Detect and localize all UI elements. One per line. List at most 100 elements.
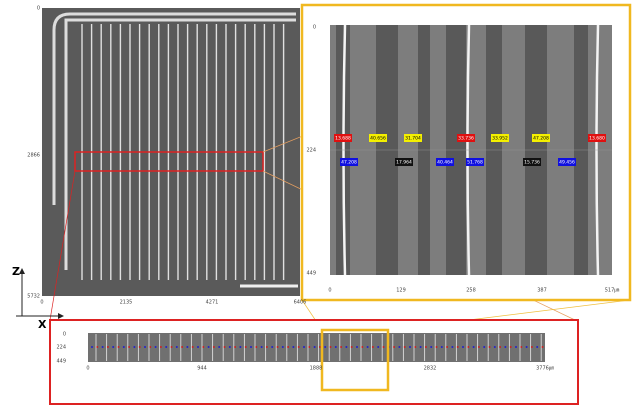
- measure-dot: [467, 346, 469, 348]
- measure-dot: [303, 346, 305, 348]
- measure-dot: [409, 346, 411, 348]
- measure-dot: [526, 346, 528, 348]
- measure-dot: [250, 346, 252, 348]
- page: {"overview": {"y_ticks": ["0", "2866", "…: [0, 0, 633, 407]
- measure-label: 40.656: [370, 136, 386, 142]
- measure-dot: [213, 346, 215, 348]
- measure-dot: [446, 346, 448, 348]
- measure-dot: [377, 346, 379, 348]
- measure-dot: [383, 346, 385, 348]
- measure-dot: [96, 346, 98, 348]
- measure-label: 31.704: [405, 136, 421, 142]
- measure-dot: [181, 346, 183, 348]
- measure-label: 13.680: [589, 136, 605, 142]
- measure-dot: [282, 346, 284, 348]
- x-tick-label: 0: [40, 300, 43, 306]
- measure-dot: [287, 346, 289, 348]
- measure-dot: [515, 346, 517, 348]
- measure-dot: [356, 346, 358, 348]
- measure-dot: [367, 346, 369, 348]
- measure-dot: [160, 346, 162, 348]
- measure-dot: [234, 346, 236, 348]
- measure-dot: [112, 346, 114, 348]
- measure-dot: [398, 346, 400, 348]
- measure-label: 47.208: [341, 160, 357, 166]
- measure-dot: [542, 346, 544, 348]
- y-tick-label: 0: [63, 332, 66, 338]
- measure-dot: [239, 346, 241, 348]
- x-tick-label: 258: [466, 288, 476, 294]
- measure-dot: [457, 346, 459, 348]
- measure-label: 47.208: [533, 136, 549, 142]
- x-tick-label: 3776㎛: [536, 366, 554, 372]
- measure-dot: [197, 346, 199, 348]
- measure-dot: [494, 346, 496, 348]
- measure-dot: [155, 346, 157, 348]
- measure-dot: [536, 346, 538, 348]
- measure-dot: [345, 346, 347, 348]
- measure-dot: [91, 346, 93, 348]
- measure-dot: [351, 346, 353, 348]
- y-tick-label: 5732: [27, 294, 40, 300]
- y-tick-label: 0: [37, 6, 40, 12]
- measure-dot: [133, 346, 135, 348]
- x-tick-label: 387: [537, 288, 547, 294]
- measure-dot: [208, 346, 210, 348]
- x-tick-label: 517㎛: [605, 288, 620, 294]
- measure-dot: [436, 346, 438, 348]
- measure-dot: [335, 346, 337, 348]
- measure-dot: [451, 346, 453, 348]
- measure-label: 33.736: [458, 136, 474, 142]
- measure-dot: [118, 346, 120, 348]
- measure-dot: [414, 346, 416, 348]
- measure-dot: [430, 346, 432, 348]
- measure-dot: [298, 346, 300, 348]
- measure-dot: [393, 346, 395, 348]
- measure-dot: [531, 346, 533, 348]
- measure-dot: [102, 346, 104, 348]
- measure-dot: [441, 346, 443, 348]
- measure-label: 40.464: [437, 160, 453, 166]
- y-tick-label: 224: [306, 148, 316, 154]
- measure-dot: [149, 346, 151, 348]
- x-tick-label: 2832: [424, 366, 437, 372]
- x-tick-label: 4271: [206, 300, 219, 306]
- measure-label: 15.736: [524, 160, 540, 166]
- measure-dot: [489, 346, 491, 348]
- x-tick-label: 129: [396, 288, 406, 294]
- screenshot: Z X 028665732021354271640602244490129258…: [0, 0, 633, 407]
- measure-dot: [462, 346, 464, 348]
- measure-dot: [139, 346, 141, 348]
- x-tick-label: 6406: [294, 300, 307, 306]
- x-tick-label: 0: [86, 366, 89, 372]
- measure-dot: [186, 346, 188, 348]
- measure-dot: [255, 346, 257, 348]
- measure-label: 49.456: [559, 160, 575, 166]
- measure-dot: [483, 346, 485, 348]
- y-tick-label: 449: [306, 271, 316, 277]
- measure-dot: [176, 346, 178, 348]
- measure-dot: [261, 346, 263, 348]
- measure-dot: [308, 346, 310, 348]
- strip-image: [88, 333, 545, 362]
- measure-dot: [420, 346, 422, 348]
- measure-dot: [504, 346, 506, 348]
- measure-dot: [314, 346, 316, 348]
- x-tick-label: 944: [197, 366, 207, 372]
- measure-dot: [319, 346, 321, 348]
- measure-dot: [277, 346, 279, 348]
- measure-dot: [128, 346, 130, 348]
- measure-dot: [202, 346, 204, 348]
- measure-dot: [404, 346, 406, 348]
- measure-dot: [340, 346, 342, 348]
- measure-dot: [478, 346, 480, 348]
- measure-dot: [218, 346, 220, 348]
- measure-dot: [171, 346, 173, 348]
- x-tick-label: 1888: [310, 366, 323, 372]
- measure-label: 17.964: [396, 160, 412, 166]
- measure-dot: [224, 346, 226, 348]
- measure-dot: [330, 346, 332, 348]
- x-label: X: [38, 318, 47, 331]
- y-tick-label: 2866: [27, 153, 40, 159]
- measure-label: 13.688: [335, 136, 351, 142]
